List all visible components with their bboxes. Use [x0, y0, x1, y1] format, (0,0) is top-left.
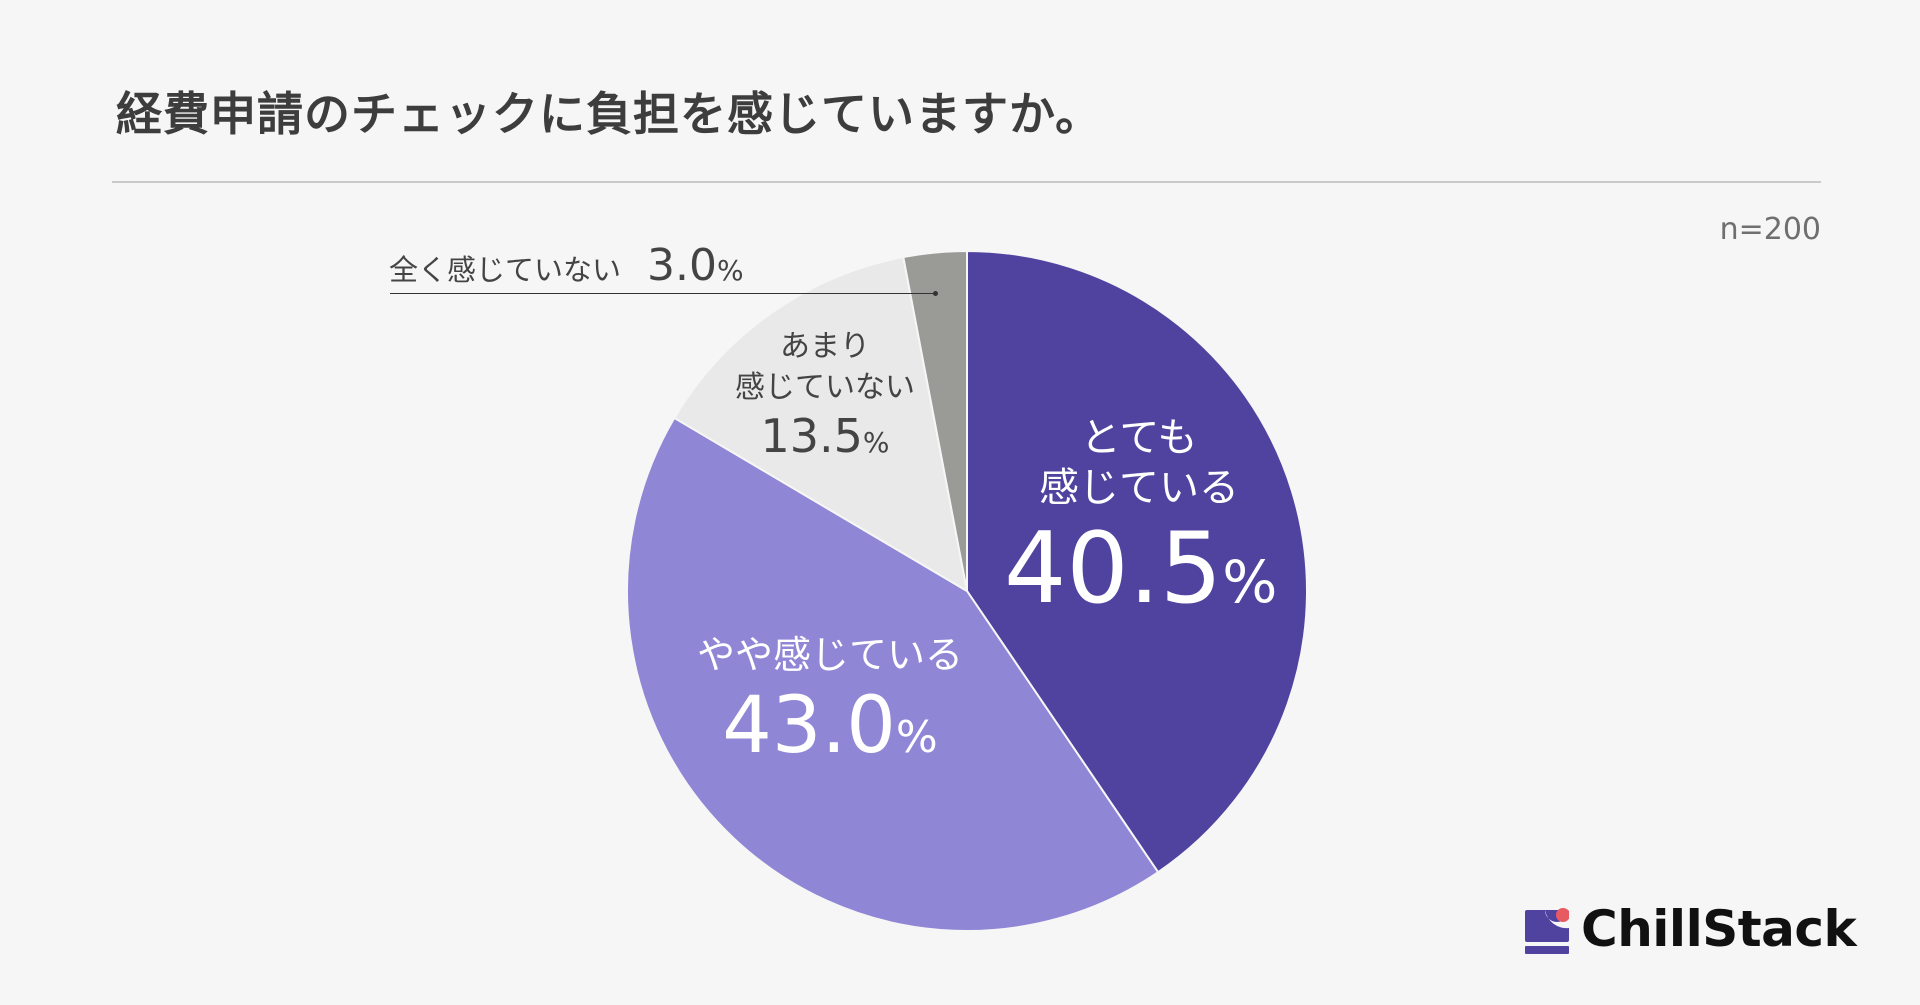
value-strongly: 40.5: [1004, 512, 1223, 626]
title-divider: [112, 181, 1821, 183]
label-strongly-line2: 感じている: [1039, 465, 1239, 511]
label-somewhat-line1: やや感じている: [696, 633, 963, 677]
label-not-much-line1: あまり: [780, 329, 870, 364]
percent-sign: %: [862, 425, 890, 459]
slice-not-at-all: [902, 249, 968, 592]
sample-size: n=200: [1719, 212, 1821, 247]
label-not-at-all: 全く感じていない 3.0%: [389, 238, 744, 293]
value-somewhat: 43.0: [722, 680, 896, 771]
page-title: 経費申請のチェックに負担を感じていますか。: [116, 87, 1103, 141]
chillstack-logo-icon: [1525, 908, 1569, 954]
brand-name: ChillStack: [1581, 900, 1857, 958]
slice-somewhat: [626, 416, 1160, 932]
label-not-at-all-line1: 全く感じていない: [389, 253, 622, 287]
label-somewhat: やや感じている 43.0%: [660, 632, 1000, 773]
leader-line: [390, 293, 936, 294]
percent-sign: %: [1222, 548, 1278, 616]
value-not-at-all: 3.0: [647, 240, 717, 291]
value-not-much: 13.5: [760, 408, 863, 463]
label-not-much: あまり 感じていない 13.5%: [705, 326, 945, 464]
label-not-much-line2: 感じていない: [735, 370, 915, 406]
percent-sign: %: [717, 254, 744, 287]
leader-dot: [933, 291, 938, 296]
percent-sign: %: [895, 711, 938, 763]
slice-not-much: [672, 255, 969, 593]
slice-strongly: [966, 249, 1308, 874]
label-strongly-line1: とても: [1080, 415, 1198, 461]
label-strongly: とても 感じている 40.5%: [1004, 413, 1278, 626]
